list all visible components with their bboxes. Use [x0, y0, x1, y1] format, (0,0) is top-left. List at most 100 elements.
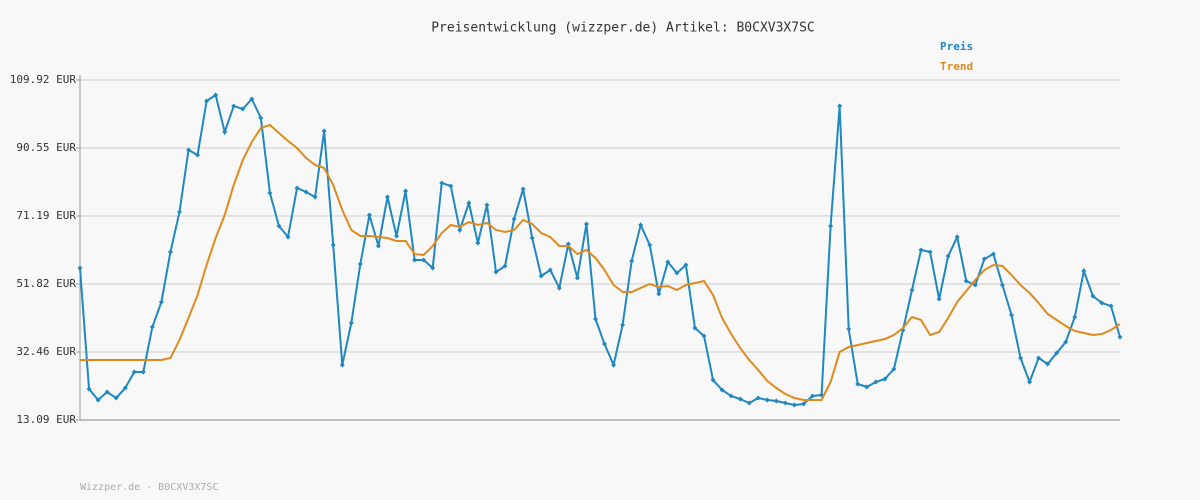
point	[213, 92, 219, 98]
point	[502, 263, 508, 269]
footer: Wizzper.de - B0CXV3X7SC	[80, 482, 218, 493]
point	[1054, 350, 1060, 356]
point	[692, 325, 698, 331]
point	[810, 393, 816, 399]
point	[457, 227, 463, 233]
point	[746, 400, 752, 406]
point	[276, 223, 282, 229]
point	[1081, 268, 1087, 274]
y-tick-label: 13.09 EUR	[16, 413, 76, 426]
point	[348, 320, 354, 326]
point	[800, 401, 806, 407]
point	[963, 278, 969, 284]
point	[231, 103, 237, 109]
point	[1099, 300, 1105, 306]
point	[647, 242, 653, 248]
point	[737, 396, 743, 402]
point	[330, 242, 336, 248]
point	[665, 259, 671, 265]
point	[176, 209, 182, 215]
line-1	[80, 123, 1121, 401]
point	[882, 376, 888, 382]
point	[131, 369, 137, 375]
point	[1008, 312, 1014, 318]
point	[285, 234, 291, 240]
point	[439, 180, 445, 186]
point	[484, 202, 490, 208]
point	[556, 285, 562, 291]
y-tick-label: 109.92 EUR	[10, 73, 77, 86]
point	[592, 316, 598, 322]
point	[1018, 355, 1024, 361]
point	[773, 398, 779, 404]
point	[764, 397, 770, 403]
y-tick-label: 32.46 EUR	[16, 345, 76, 358]
point	[936, 296, 942, 302]
point	[1063, 339, 1069, 345]
point	[674, 270, 680, 276]
point	[312, 194, 318, 200]
point	[430, 265, 436, 271]
point	[140, 369, 146, 375]
point	[366, 212, 372, 218]
chart-title: Preisentwicklung (wizzper.de) Artikel: B…	[431, 21, 815, 36]
point	[204, 98, 210, 104]
point	[638, 222, 644, 228]
point	[791, 402, 797, 408]
point	[303, 189, 309, 195]
point	[846, 326, 852, 332]
point	[1117, 334, 1123, 340]
legend-label: Trend	[940, 60, 973, 73]
point	[149, 324, 155, 330]
point	[1036, 355, 1042, 361]
point	[719, 387, 725, 393]
point	[403, 188, 409, 194]
point	[999, 282, 1005, 288]
point	[1072, 314, 1078, 320]
point	[990, 251, 996, 257]
point	[927, 249, 933, 255]
point	[240, 106, 246, 112]
point	[656, 291, 662, 297]
point	[158, 299, 164, 305]
point	[828, 223, 834, 229]
point	[620, 322, 626, 328]
point	[981, 256, 987, 262]
point	[909, 287, 915, 293]
point	[918, 247, 924, 253]
point	[104, 389, 110, 395]
point	[394, 233, 400, 239]
point	[475, 240, 481, 246]
point	[683, 262, 689, 268]
point	[1108, 303, 1114, 309]
point	[520, 186, 526, 192]
point	[701, 333, 707, 339]
point	[258, 115, 264, 121]
point	[855, 381, 861, 387]
point	[529, 235, 535, 241]
point	[186, 147, 192, 153]
point	[448, 183, 454, 189]
point	[294, 185, 300, 191]
point	[1045, 361, 1051, 367]
point	[710, 377, 716, 383]
point	[873, 379, 879, 385]
point	[357, 261, 363, 267]
point	[891, 366, 897, 372]
line-0	[79, 93, 1121, 407]
point	[86, 386, 92, 392]
point	[493, 269, 499, 275]
point	[547, 267, 553, 273]
point	[466, 200, 472, 206]
y-tick-label: 90.55 EUR	[16, 141, 76, 154]
point	[77, 265, 83, 271]
point	[511, 216, 517, 222]
point	[782, 400, 788, 406]
point	[339, 362, 345, 368]
point	[167, 249, 173, 255]
point	[611, 362, 617, 368]
point	[1027, 379, 1033, 385]
